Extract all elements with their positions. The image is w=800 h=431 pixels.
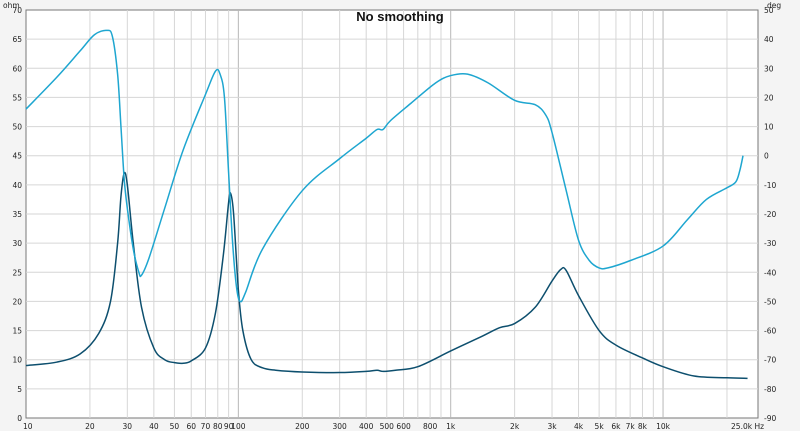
x-tick-label: 3k bbox=[547, 422, 557, 431]
y-left-tick-label: 20 bbox=[12, 297, 22, 306]
y-right-tick-label: -60 bbox=[764, 327, 776, 336]
x-tick-label: 40 bbox=[149, 422, 159, 431]
y-right-tick-label: 0 bbox=[764, 152, 769, 161]
y-right-tick-label: -40 bbox=[764, 268, 776, 277]
y-right-tick-label: -80 bbox=[764, 385, 776, 394]
x-tick-label: 800 bbox=[423, 422, 438, 431]
y-right-tick-label: -50 bbox=[764, 297, 776, 306]
y-left-tick-label: 0 bbox=[17, 414, 22, 423]
y-right-tick-label: -10 bbox=[764, 181, 776, 190]
x-tick-label: 100 bbox=[231, 422, 246, 431]
y-right-tick-label: 40 bbox=[764, 35, 774, 44]
chart-title: No smoothing bbox=[356, 9, 443, 24]
x-tick-label: 10k bbox=[656, 422, 671, 431]
y-right-tick-label: -30 bbox=[764, 239, 776, 248]
y-left-tick-label: 55 bbox=[12, 93, 22, 102]
y-left-tick-label: 10 bbox=[12, 356, 22, 365]
y-right-ticks: -90 -80 -70 -60 -50 -40 -30 -20 -10 0 10 20 30 40 50 bbox=[764, 6, 776, 423]
y-left-tick-label: 50 bbox=[12, 123, 22, 132]
x-tick-label: 7k bbox=[626, 422, 636, 431]
x-tick-label: 10 bbox=[23, 422, 33, 431]
y-left-tick-label: 25 bbox=[12, 268, 22, 277]
x-tick-label: 80 bbox=[213, 422, 223, 431]
y-right-tick-label: -70 bbox=[764, 356, 776, 365]
y-right-tick-label: 30 bbox=[764, 64, 774, 73]
x-tick-label: 8k bbox=[638, 422, 648, 431]
x-tick-label: 90 bbox=[224, 422, 234, 431]
phase-curve bbox=[25, 29, 744, 303]
x-tick-label: 200 bbox=[295, 422, 310, 431]
y-left-tick-label: 40 bbox=[12, 181, 22, 190]
x-tick-label: 2k bbox=[510, 422, 520, 431]
x-tick-label: 60 bbox=[186, 422, 196, 431]
y-left-tick-label: 30 bbox=[12, 239, 22, 248]
y-right-unit: deg bbox=[767, 1, 781, 10]
grid-lines bbox=[26, 10, 758, 418]
y-left-unit: ohm bbox=[3, 1, 20, 10]
x-tick-label: 20 bbox=[85, 422, 95, 431]
x-tick-label: 70 bbox=[201, 422, 211, 431]
x-tick-label: 400 bbox=[359, 422, 374, 431]
curves bbox=[25, 29, 748, 380]
y-left-tick-label: 5 bbox=[17, 385, 22, 394]
x-tick-label: 500 bbox=[380, 422, 395, 431]
y-right-tick-label: -90 bbox=[764, 414, 776, 423]
y-left-ticks: 0 5 10 15 20 25 30 35 40 45 50 55 60 65 70 bbox=[12, 6, 22, 423]
y-right-tick-label: 20 bbox=[764, 93, 774, 102]
y-right-tick-label: 50 bbox=[764, 6, 774, 15]
x-tick-label: 30 bbox=[123, 422, 133, 431]
y-left-tick-label: 70 bbox=[12, 6, 22, 15]
x-tick-label: 6k bbox=[611, 422, 621, 431]
y-right-tick-label: 10 bbox=[764, 123, 774, 132]
y-left-tick-label: 65 bbox=[12, 35, 22, 44]
x-tick-label: 1k bbox=[446, 422, 456, 431]
y-left-tick-label: 35 bbox=[12, 210, 22, 219]
impedance-curve bbox=[25, 171, 748, 380]
y-right-tick-label: -20 bbox=[764, 210, 776, 219]
y-left-tick-label: 45 bbox=[12, 152, 22, 161]
x-tick-label: 600 bbox=[396, 422, 411, 431]
x-tick-label: 5k bbox=[595, 422, 605, 431]
x-tick-label: 25.0k Hz bbox=[731, 422, 764, 431]
x-tick-label: 4k bbox=[574, 422, 584, 431]
x-tick-label: 300 bbox=[333, 422, 348, 431]
y-left-tick-label: 15 bbox=[12, 327, 22, 336]
y-left-tick-label: 60 bbox=[12, 64, 22, 73]
x-tick-label: 50 bbox=[170, 422, 180, 431]
